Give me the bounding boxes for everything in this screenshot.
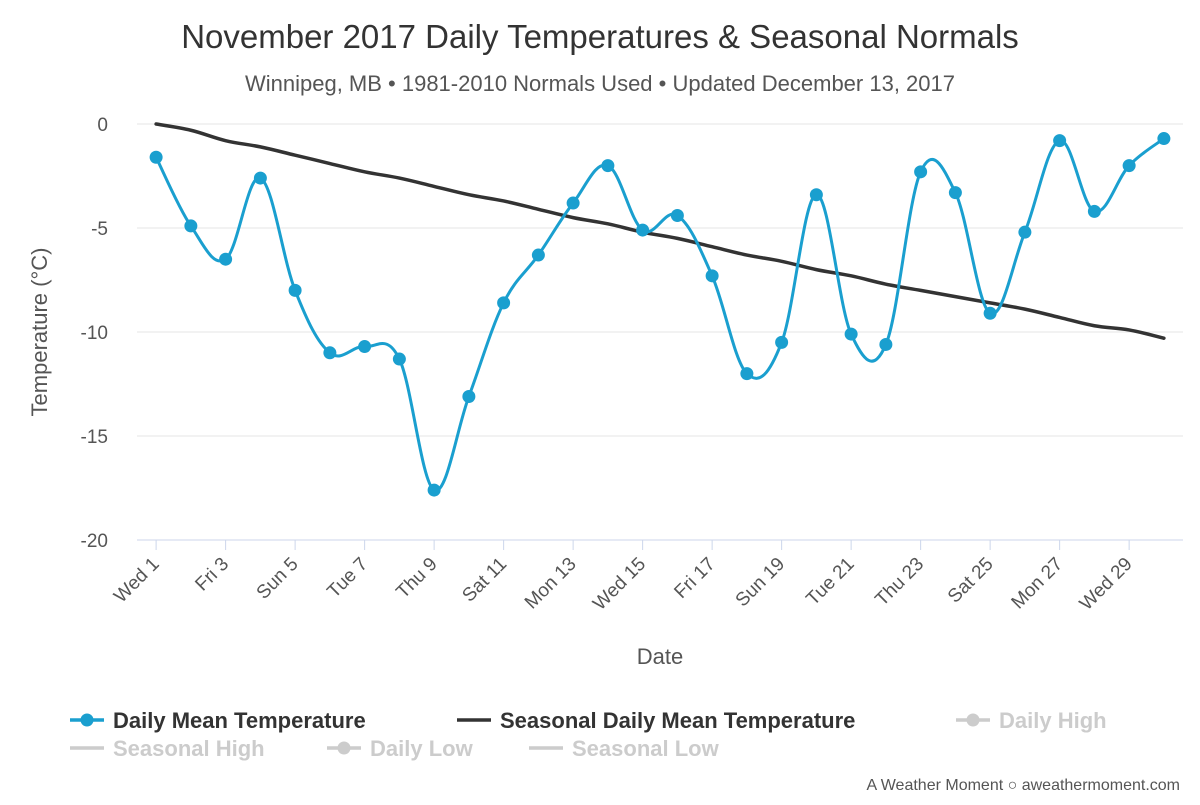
x-tick-label: Tue 21 bbox=[802, 554, 858, 610]
legend-label: Daily Low bbox=[370, 736, 474, 761]
x-tick-label: Fri 3 bbox=[191, 554, 233, 596]
x-tick-label: Tue 7 bbox=[323, 554, 372, 603]
x-axis: Wed 1 Fri 3 Sun 5 Tue 7 Thu 9 Sat 11 Mon 13 Wed… bbox=[110, 540, 1137, 615]
seasonal-daily-mean-temperature-line bbox=[154, 122, 1166, 340]
legend-item-seasonal-daily-mean-temperature[interactable]: Seasonal Daily Mean Temperature bbox=[457, 708, 855, 733]
data-point bbox=[1122, 159, 1136, 173]
data-point bbox=[462, 389, 476, 403]
legend-item-daily-low[interactable]: Daily Low bbox=[327, 736, 474, 761]
y-axis: 0 -5 -10 -15 -20 bbox=[81, 115, 108, 552]
x-tick-label: Sat 25 bbox=[944, 554, 998, 608]
y-tick-label: 0 bbox=[97, 115, 108, 136]
chart-title: November 2017 Daily Temperatures & Seaso… bbox=[181, 18, 1019, 55]
data-point bbox=[358, 340, 372, 354]
x-tick-label: Wed 1 bbox=[110, 554, 163, 607]
daily-mean-temperature-line bbox=[154, 137, 1166, 492]
data-point bbox=[740, 367, 754, 381]
data-point bbox=[601, 159, 615, 173]
chart-subtitle: Winnipeg, MB • 1981-2010 Normals Used • … bbox=[245, 71, 955, 96]
x-tick-label: Wed 29 bbox=[1076, 554, 1137, 615]
data-point bbox=[844, 327, 858, 341]
data-point bbox=[149, 150, 163, 164]
x-tick-label: Mon 13 bbox=[521, 554, 581, 614]
data-point bbox=[1053, 134, 1067, 148]
data-point bbox=[392, 352, 406, 366]
x-axis-title: Date bbox=[637, 644, 683, 669]
x-tick-label: Fri 17 bbox=[670, 554, 719, 603]
x-tick-label: Sun 19 bbox=[732, 554, 789, 611]
x-tick-label: Sun 5 bbox=[253, 554, 303, 604]
data-point bbox=[1087, 204, 1101, 218]
y-axis-title: Temperature (°C) bbox=[27, 248, 52, 417]
data-point bbox=[288, 283, 302, 297]
x-tick-label: Sat 11 bbox=[458, 554, 511, 607]
data-point bbox=[636, 223, 650, 237]
x-tick-label: Thu 9 bbox=[392, 554, 441, 603]
data-point bbox=[566, 196, 580, 210]
data-point bbox=[427, 483, 441, 497]
legend-label: Seasonal Low bbox=[572, 736, 720, 761]
grid-lines bbox=[137, 123, 1183, 541]
data-point bbox=[705, 269, 719, 283]
legend-item-seasonal-high[interactable]: Seasonal High bbox=[70, 736, 265, 761]
data-point bbox=[253, 171, 267, 185]
legend-item-daily-high[interactable]: Daily High bbox=[956, 708, 1107, 733]
legend-label: Seasonal High bbox=[113, 736, 265, 761]
legend-marker-symbol bbox=[966, 713, 980, 727]
data-point bbox=[948, 186, 962, 200]
data-point bbox=[323, 346, 337, 360]
data-point bbox=[1157, 132, 1171, 146]
legend-item-daily-mean-temperature[interactable]: Daily Mean Temperature bbox=[70, 708, 366, 733]
data-point bbox=[983, 306, 997, 320]
data-point bbox=[531, 248, 545, 262]
y-tick-label: -15 bbox=[81, 427, 108, 448]
legend-label: Daily High bbox=[999, 708, 1107, 733]
legend-marker-symbol bbox=[337, 741, 351, 755]
credits-text[interactable]: A Weather Moment ○ aweathermoment.com bbox=[867, 777, 1181, 794]
data-point bbox=[670, 209, 684, 223]
legend-item-seasonal-low[interactable]: Seasonal Low bbox=[529, 736, 720, 761]
x-tick-label: Wed 15 bbox=[589, 554, 650, 615]
legend-label: Seasonal Daily Mean Temperature bbox=[500, 708, 855, 733]
data-point bbox=[497, 296, 511, 310]
legend-marker-symbol bbox=[80, 713, 94, 727]
data-point bbox=[184, 219, 198, 233]
legend-label: Daily Mean Temperature bbox=[113, 708, 366, 733]
data-point bbox=[879, 337, 893, 351]
data-point bbox=[775, 335, 789, 349]
legend: Daily Mean Temperature Seasonal Daily Mea… bbox=[70, 708, 1107, 761]
data-point bbox=[1018, 225, 1032, 239]
y-tick-label: -10 bbox=[81, 323, 108, 344]
y-tick-label: -20 bbox=[81, 531, 108, 552]
y-tick-label: -5 bbox=[91, 219, 108, 240]
data-point bbox=[219, 252, 233, 266]
x-tick-label: Mon 27 bbox=[1008, 554, 1068, 614]
x-tick-label: Thu 23 bbox=[871, 554, 928, 611]
data-point bbox=[914, 165, 928, 179]
data-point bbox=[809, 188, 823, 202]
series-group bbox=[149, 122, 1171, 497]
